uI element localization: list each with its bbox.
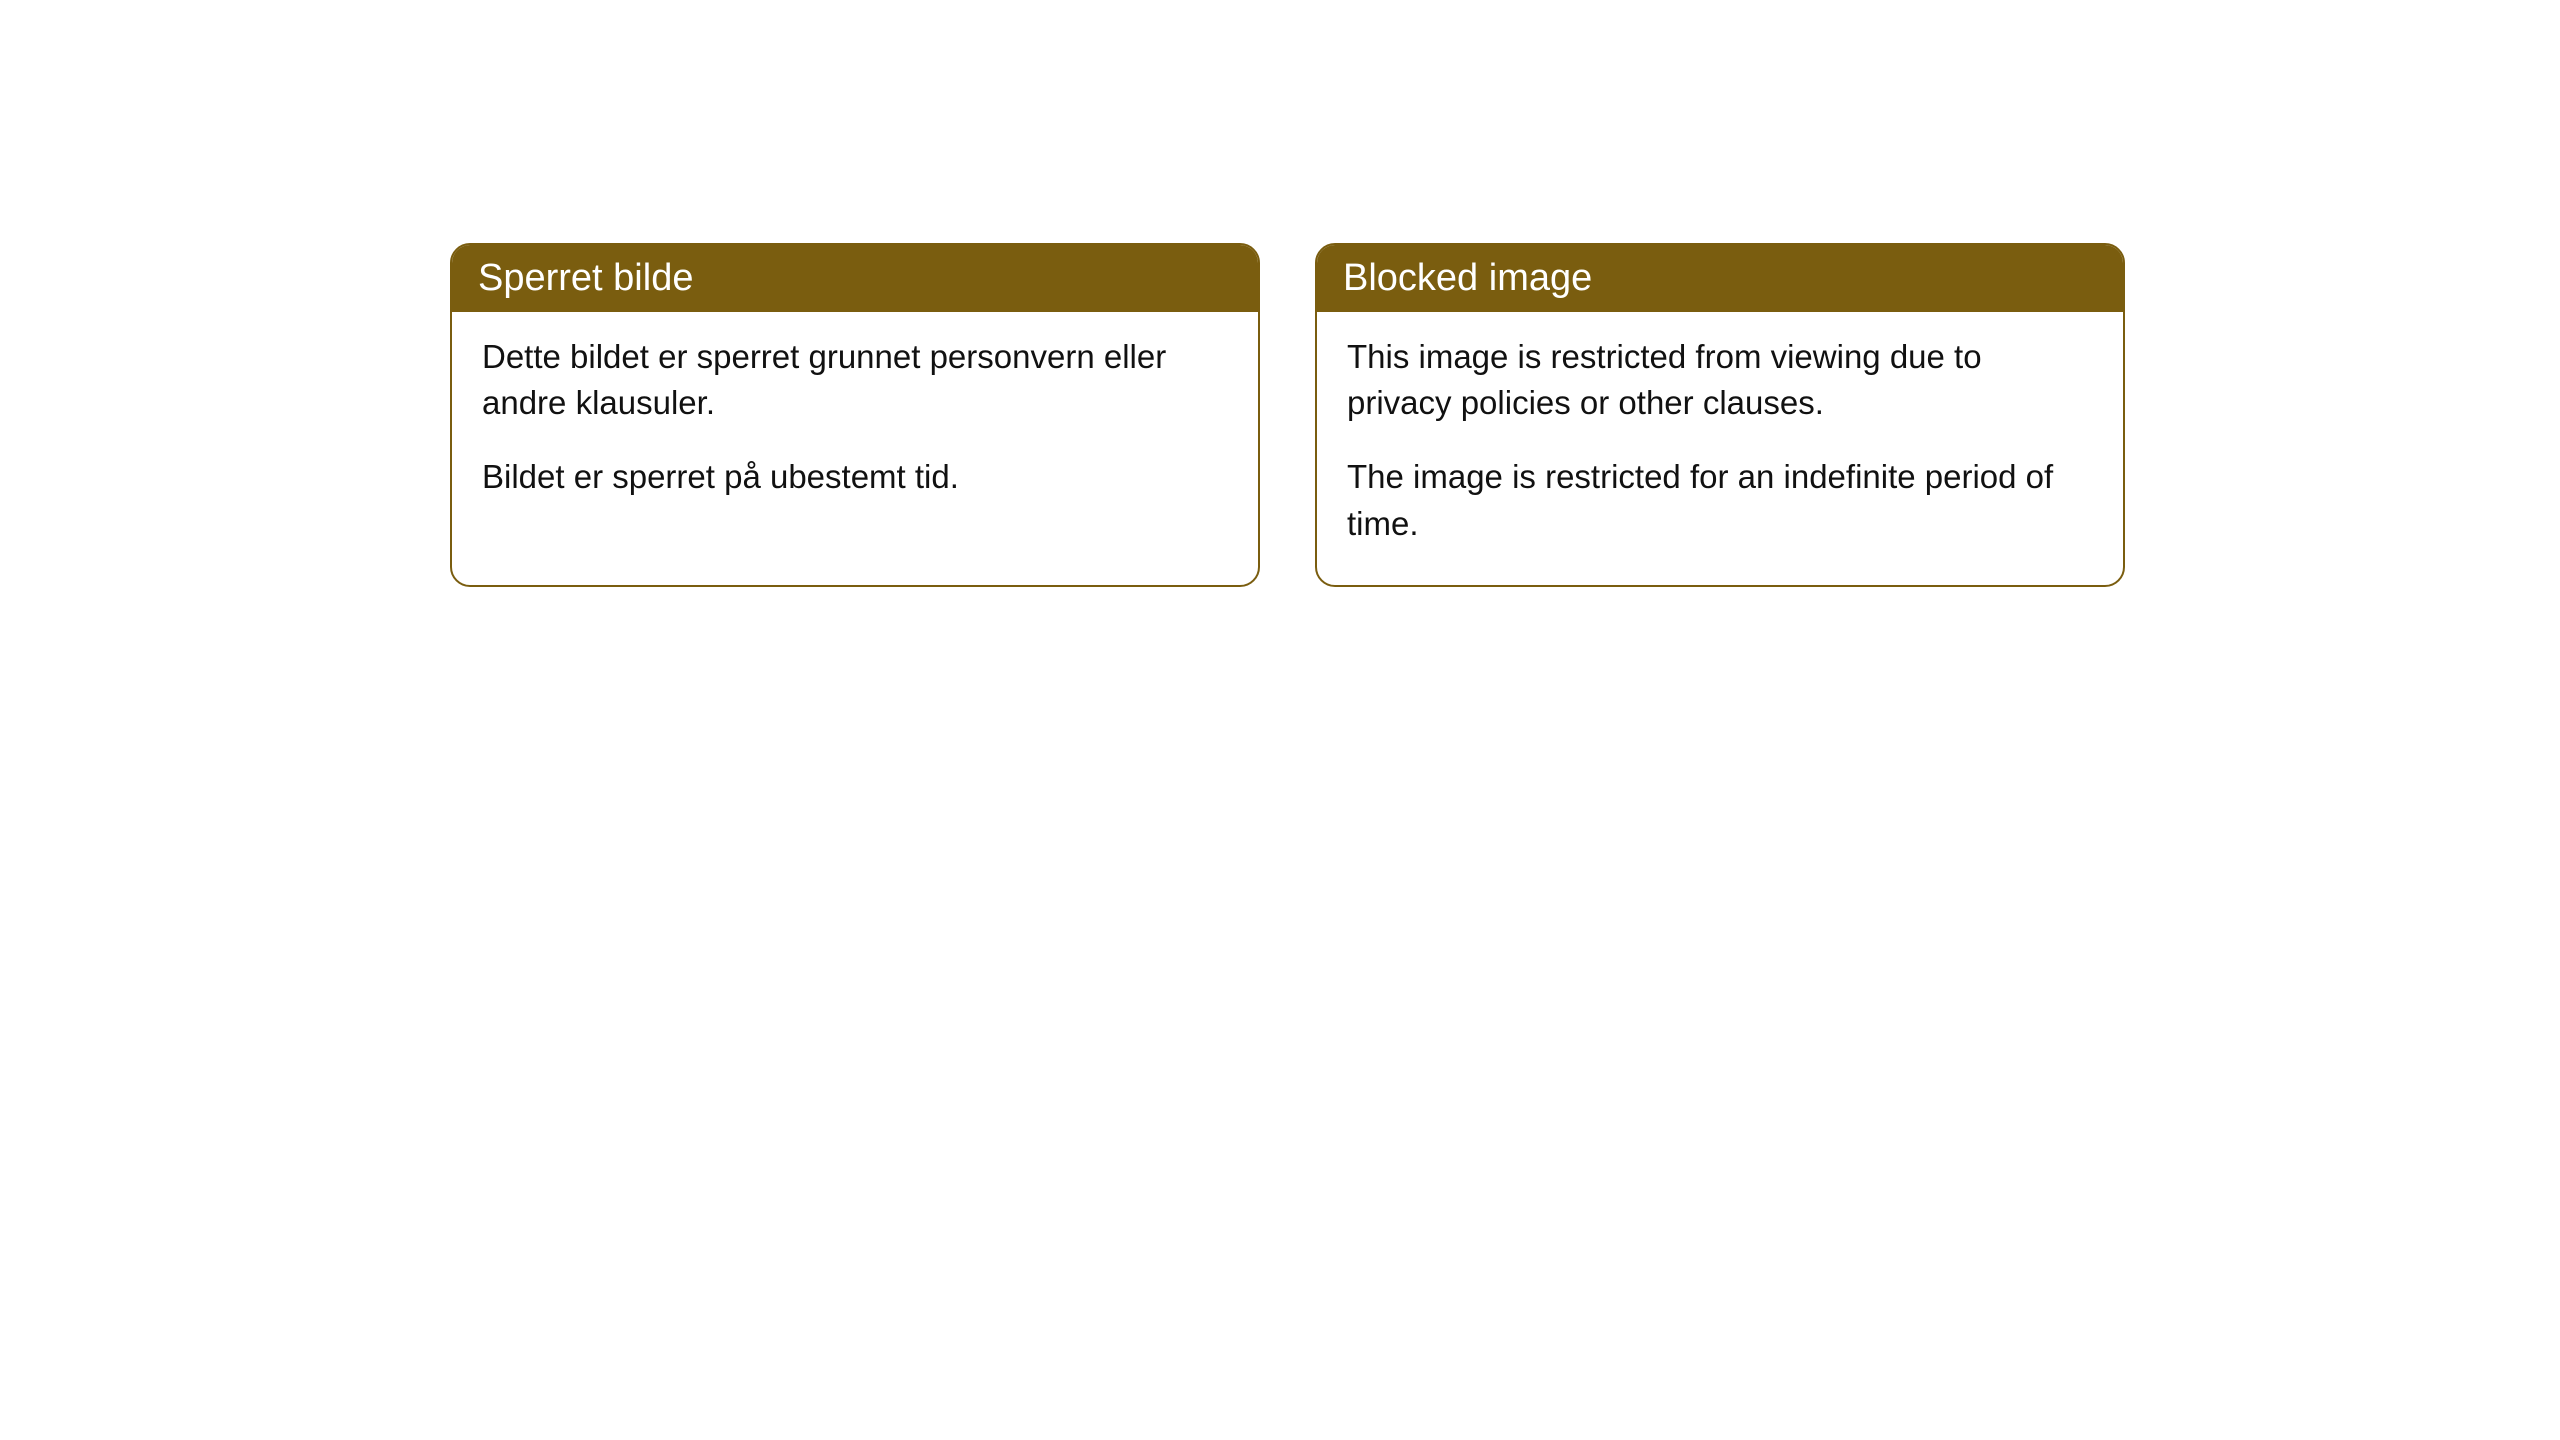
card-header-english: Blocked image: [1317, 245, 2123, 312]
notice-cards-container: Sperret bilde Dette bildet er sperret gr…: [450, 243, 2560, 587]
blocked-image-card-norwegian: Sperret bilde Dette bildet er sperret gr…: [450, 243, 1260, 587]
blocked-image-card-english: Blocked image This image is restricted f…: [1315, 243, 2125, 587]
card-paragraph-1-norwegian: Dette bildet er sperret grunnet personve…: [482, 334, 1228, 426]
card-header-norwegian: Sperret bilde: [452, 245, 1258, 312]
card-paragraph-2-english: The image is restricted for an indefinit…: [1347, 454, 2093, 546]
card-paragraph-1-english: This image is restricted from viewing du…: [1347, 334, 2093, 426]
card-title-norwegian: Sperret bilde: [478, 257, 693, 299]
card-title-english: Blocked image: [1343, 257, 1592, 299]
card-body-norwegian: Dette bildet er sperret grunnet personve…: [452, 312, 1258, 539]
card-paragraph-2-norwegian: Bildet er sperret på ubestemt tid.: [482, 454, 1228, 500]
card-body-english: This image is restricted from viewing du…: [1317, 312, 2123, 585]
